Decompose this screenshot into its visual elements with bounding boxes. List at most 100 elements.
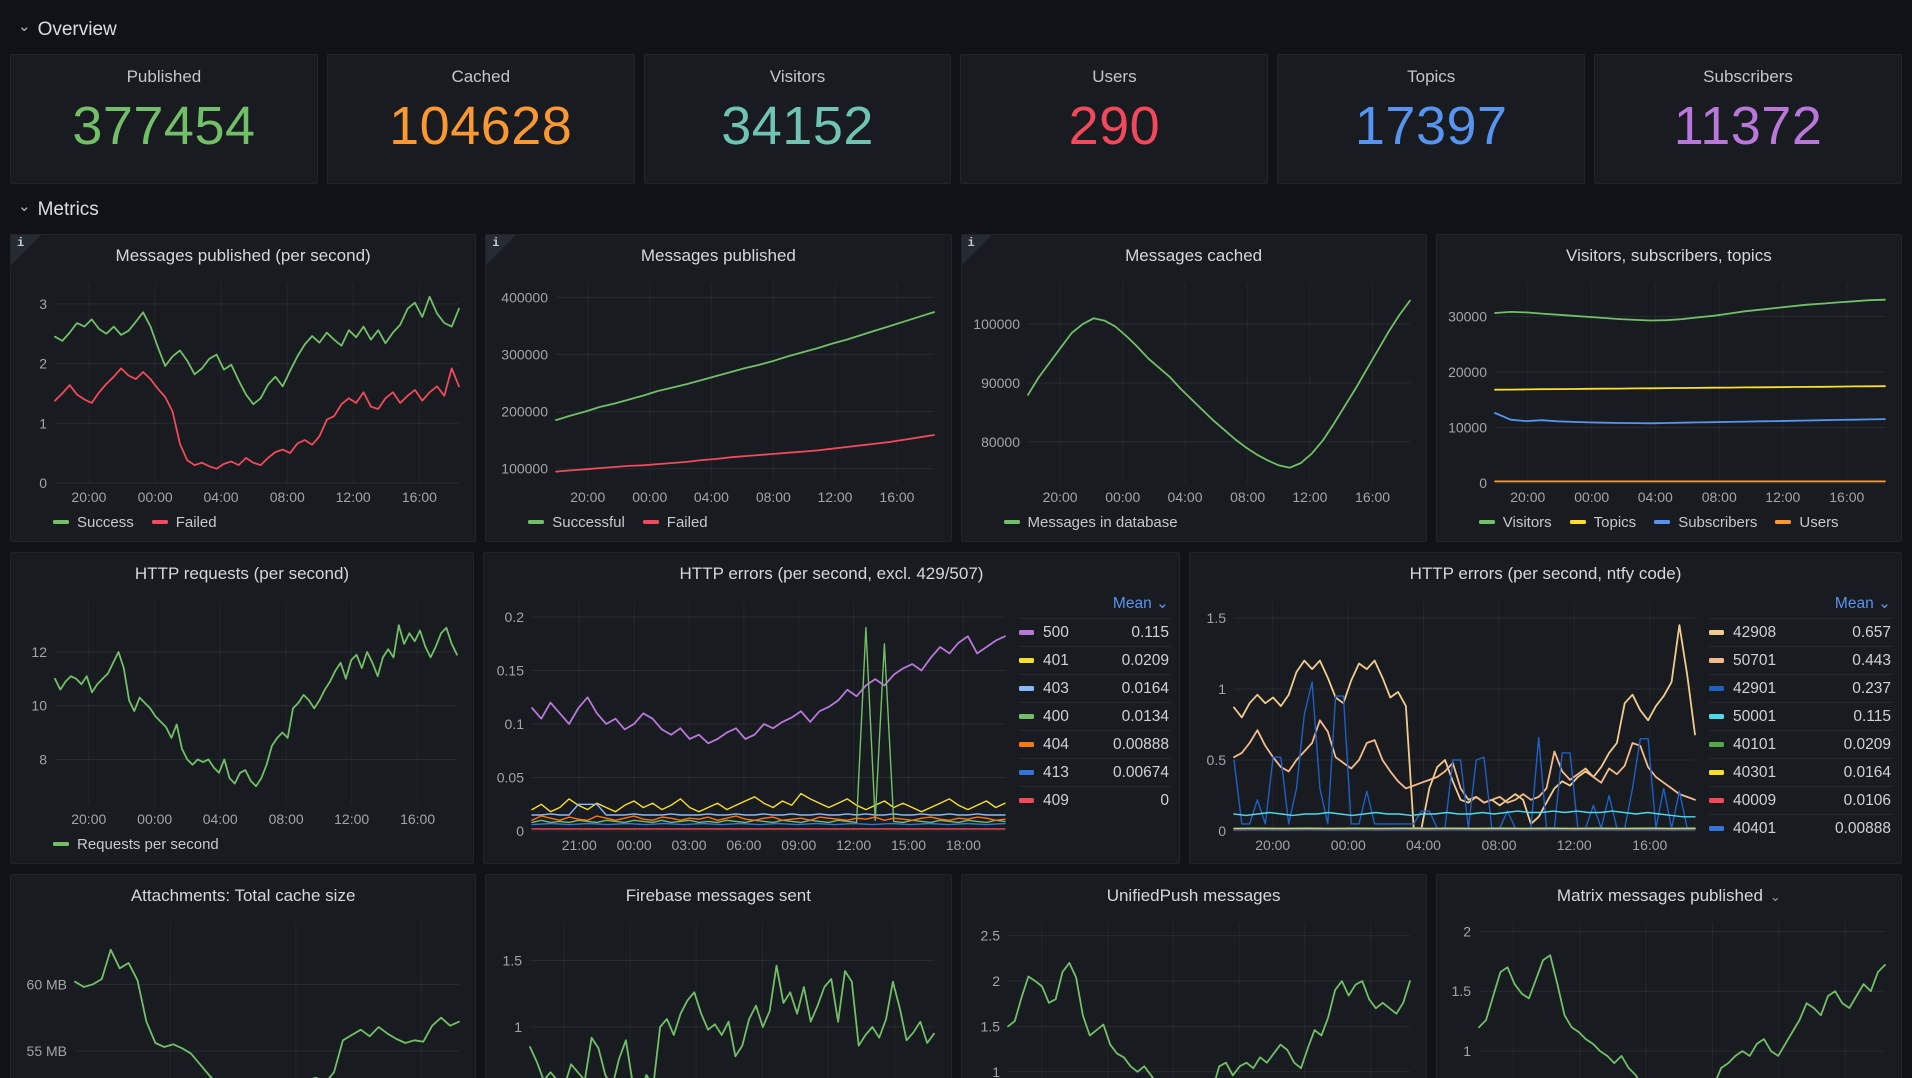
panel-title[interactable]: Messages published (per second) (115, 246, 371, 265)
info-icon: i (492, 236, 500, 250)
svg-text:04:00: 04:00 (694, 489, 729, 505)
legend-row[interactable]: 50001 0.115 (1709, 702, 1893, 730)
svg-text:1: 1 (992, 1064, 1000, 1078)
legend-swatch (1019, 630, 1034, 635)
svg-text:06:00: 06:00 (726, 837, 761, 853)
stats-row: Published 377454 Cached 104628 Visitors … (10, 54, 1902, 184)
legend-mean-value: 0 (1160, 791, 1169, 809)
legend-row[interactable]: 50701 0.443 (1709, 646, 1893, 674)
stat-visitors[interactable]: Visitors 34152 (643, 54, 952, 184)
section-overview[interactable]: ⌄ Overview (18, 14, 1902, 46)
legend-swatch (1709, 714, 1724, 719)
panel-messages-published: i Messages published 20:00 00:00 04:00 08:0… (485, 234, 952, 542)
legend-series-name: 401 (1043, 651, 1069, 669)
panel-http-errors-ntfy: HTTP errors (per second, ntfy code) 20:0… (1189, 552, 1902, 864)
legend-swatch (53, 519, 69, 525)
legend-label: Visitors (1502, 513, 1552, 531)
section-metrics[interactable]: ⌄ Metrics (18, 194, 1902, 226)
chart[interactable]: 1.510.5 (494, 913, 942, 1078)
chart[interactable]: 21:00 00:00 03:00 06:00 09:00 12:00 15:00 18:00… (492, 591, 1013, 857)
legend-row[interactable]: 401 0.0209 (1019, 646, 1171, 674)
legend-swatch (1019, 658, 1034, 663)
legend-item[interactable]: Successful (528, 514, 625, 531)
svg-text:12:00: 12:00 (1292, 489, 1327, 505)
svg-text:20:00: 20:00 (71, 811, 106, 827)
stat-published[interactable]: Published 377454 (10, 54, 318, 184)
chart[interactable]: 20:00 00:00 04:00 08:00 12:00 16:00 8 10 12 (19, 591, 465, 831)
chart[interactable]: 20:00 00:00 04:00 08:00 12:00 16:00 0 10000 2000… (1445, 273, 1893, 509)
legend-mean-value: 0.00674 (1112, 763, 1169, 781)
panel-title[interactable]: Visitors, subscribers, topics (1566, 246, 1772, 265)
legend-swatch (1709, 770, 1724, 775)
panel-title[interactable]: Messages cached (1125, 246, 1263, 265)
legend-mean-sort[interactable]: Mean ⌄ (1112, 595, 1169, 612)
stat-users[interactable]: Users 290 (960, 54, 1269, 184)
svg-text:10000: 10000 (1448, 419, 1487, 435)
svg-text:04:00: 04:00 (1167, 489, 1202, 505)
stat-topics[interactable]: Topics 17397 (1277, 54, 1586, 184)
stat-cached[interactable]: Cached 104628 (326, 54, 635, 184)
info-corner[interactable]: i (961, 235, 992, 265)
svg-text:200000: 200000 (502, 404, 549, 420)
info-corner[interactable]: i (11, 235, 41, 265)
legend-row[interactable]: 42901 0.237 (1709, 674, 1893, 702)
panel-menu-chevron-icon[interactable]: ⌄ (1769, 889, 1781, 904)
svg-text:08:00: 08:00 (756, 489, 791, 505)
svg-text:16:00: 16:00 (402, 489, 437, 505)
svg-text:12:00: 12:00 (1557, 837, 1592, 853)
legend-row[interactable]: 409 0 (1019, 786, 1171, 814)
legend-swatch (1478, 519, 1495, 525)
chevron-down-icon: ⌄ (18, 198, 31, 215)
panel-title[interactable]: UnifiedPush messages (1106, 886, 1281, 905)
panel-title[interactable]: HTTP errors (per second, excl. 429/507) (679, 564, 984, 583)
svg-text:1: 1 (514, 1019, 522, 1035)
chart[interactable]: 2.5 2 1.5 1 (970, 913, 1418, 1078)
legend-row[interactable]: 413 0.00674 (1019, 758, 1171, 786)
chart-legend: Successful Failed (494, 509, 942, 535)
legend-swatch (1709, 826, 1724, 831)
chart[interactable]: 20:00 00:00 04:00 08:00 12:00 16:00 0 1 2 3 (19, 273, 467, 509)
panel-title[interactable]: Messages published (640, 246, 796, 265)
stat-subscribers[interactable]: Subscribers 11372 (1594, 54, 1902, 184)
svg-text:1.5: 1.5 (1451, 983, 1471, 999)
legend-item[interactable]: Failed (151, 514, 217, 531)
chart[interactable]: 2 1.5 1 (1445, 913, 1893, 1078)
legend-row[interactable]: 42908 0.657 (1709, 618, 1893, 646)
legend-item[interactable]: Success (53, 514, 134, 531)
legend-row[interactable]: 40009 0.0106 (1709, 786, 1893, 814)
svg-text:00:00: 00:00 (1574, 489, 1609, 505)
legend-row[interactable]: 40301 0.0164 (1709, 758, 1893, 786)
legend-row[interactable]: 500 0.115 (1019, 618, 1171, 646)
legend-row[interactable]: 400 0.0134 (1019, 702, 1171, 730)
legend-item[interactable]: Topics (1569, 514, 1636, 531)
panel-title[interactable]: HTTP requests (per second) (134, 564, 350, 583)
legend-row[interactable]: 404 0.00888 (1019, 730, 1171, 758)
legend-row[interactable]: 40401 0.00888 (1709, 814, 1893, 842)
legend-row[interactable]: 403 0.0164 (1019, 674, 1171, 702)
svg-text:20:00: 20:00 (71, 489, 106, 505)
chart[interactable]: 60 MB 55 MB (19, 913, 467, 1078)
panel-title[interactable]: Matrix messages published ⌄ (1556, 886, 1781, 905)
legend-swatch (1709, 658, 1724, 663)
legend-item[interactable]: Failed (642, 514, 708, 531)
legend-series-name: 42901 (1733, 679, 1777, 697)
panel-title[interactable]: HTTP errors (per second, ntfy code) (1409, 564, 1682, 583)
chart[interactable]: 20:00 00:00 04:00 08:00 12:00 16:00 80000 90000… (970, 273, 1418, 509)
legend-item[interactable]: Requests per second (53, 836, 219, 853)
panel-title[interactable]: Attachments: Total cache size (130, 886, 356, 905)
chart[interactable]: 20:00 00:00 04:00 08:00 12:00 16:00 100000 2000… (494, 273, 942, 509)
panel-title[interactable]: Firebase messages sent (625, 886, 811, 905)
legend-item[interactable]: Users (1775, 514, 1839, 531)
legend-mean-sort[interactable]: Mean ⌄ (1834, 595, 1891, 612)
legend-item[interactable]: Visitors (1478, 513, 1552, 531)
chart-legend: Messages in database (970, 509, 1418, 535)
chart[interactable]: 20:00 00:00 04:00 08:00 12:00 16:00 0 0.5 1 1.5 (1198, 591, 1703, 857)
svg-text:300000: 300000 (502, 346, 549, 362)
legend-item[interactable]: Subscribers (1654, 514, 1757, 531)
info-corner[interactable]: i (486, 235, 517, 265)
svg-text:2.5: 2.5 (980, 928, 1000, 944)
legend-item[interactable]: Messages in database (1003, 514, 1178, 531)
stat-label: Users (1092, 67, 1137, 86)
svg-text:20:00: 20:00 (1255, 837, 1290, 853)
legend-row[interactable]: 40101 0.0209 (1709, 730, 1893, 758)
